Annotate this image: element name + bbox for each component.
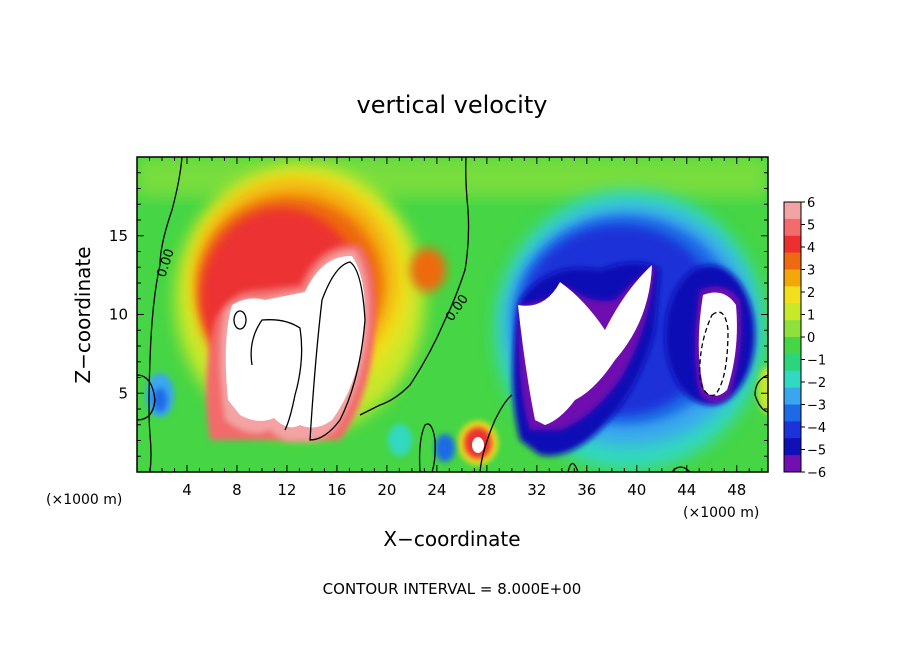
colorbar-swatch: [784, 404, 801, 422]
colorbar-label: 2: [807, 286, 815, 301]
colorbar-swatch: [784, 269, 801, 287]
colorbar-label: 1: [807, 309, 815, 324]
colorbar-swatch: [784, 235, 801, 254]
colorbar-label: −6: [807, 466, 826, 481]
colorbar-label: −1: [807, 354, 826, 369]
colorbar-swatch: [784, 438, 801, 456]
colorbar-label: 0: [807, 331, 815, 346]
colorbar-swatch: [784, 387, 801, 405]
colorbar-label: 4: [807, 241, 815, 256]
x-tick-label: 4: [182, 481, 192, 499]
colorbar-swatch: [784, 370, 801, 389]
x-tick-label: 8: [232, 481, 242, 499]
colorbar-swatch: [784, 218, 801, 237]
colorbar-swatch: [784, 353, 801, 372]
colorbar: 6 5 4 3 2 1 0 −1 −2 −3 −4 −5 −6: [783, 196, 826, 481]
y-tick-label: 10: [109, 306, 128, 324]
x-tick-label: 16: [327, 481, 346, 499]
y-tick-label: 15: [109, 227, 128, 245]
colorbar-swatch: [784, 286, 801, 304]
colorbar-label: 5: [807, 219, 815, 234]
colorbar-swatch: [784, 303, 801, 321]
x-axis-label: X−coordinate: [383, 527, 520, 551]
x-tick-label: 20: [377, 481, 396, 499]
colorbar-swatch: [784, 320, 801, 338]
colorbar-swatch: [784, 455, 801, 473]
x-tick-label: 40: [627, 481, 646, 499]
y-axis-label: Z−coordinate: [71, 246, 95, 383]
colorbar-label: −4: [807, 421, 826, 436]
x-tick-label: 24: [427, 481, 446, 499]
colorbar-swatch: [784, 337, 801, 355]
x-tick-label: 28: [477, 481, 496, 499]
x-tick-label: 32: [527, 481, 546, 499]
contour-lines: [137, 157, 768, 472]
contour-interval-note: CONTOUR INTERVAL = 8.000E+00: [323, 580, 582, 598]
colorbar-label: −5: [807, 444, 826, 459]
x-tick-label: 44: [677, 481, 696, 499]
x-unit-right: (×1000 m): [683, 505, 759, 521]
x-tick-label: 12: [277, 481, 296, 499]
x-unit-left: (×1000 m): [46, 492, 122, 508]
colorbar-label: 6: [807, 196, 815, 211]
colorbar-label: −2: [807, 376, 826, 391]
heatmap-field: [137, 157, 768, 472]
colorbar-swatch: [784, 252, 801, 270]
y-tick-label: 5: [118, 384, 128, 402]
colorbar-swatch: [784, 202, 801, 220]
colorbar-label: −3: [807, 399, 826, 414]
chart-title: vertical velocity: [357, 91, 548, 119]
colorbar-swatch: [784, 421, 801, 439]
colorbar-label: 3: [807, 264, 815, 279]
x-tick-label: 36: [577, 481, 596, 499]
x-tick-label: 48: [727, 481, 746, 499]
